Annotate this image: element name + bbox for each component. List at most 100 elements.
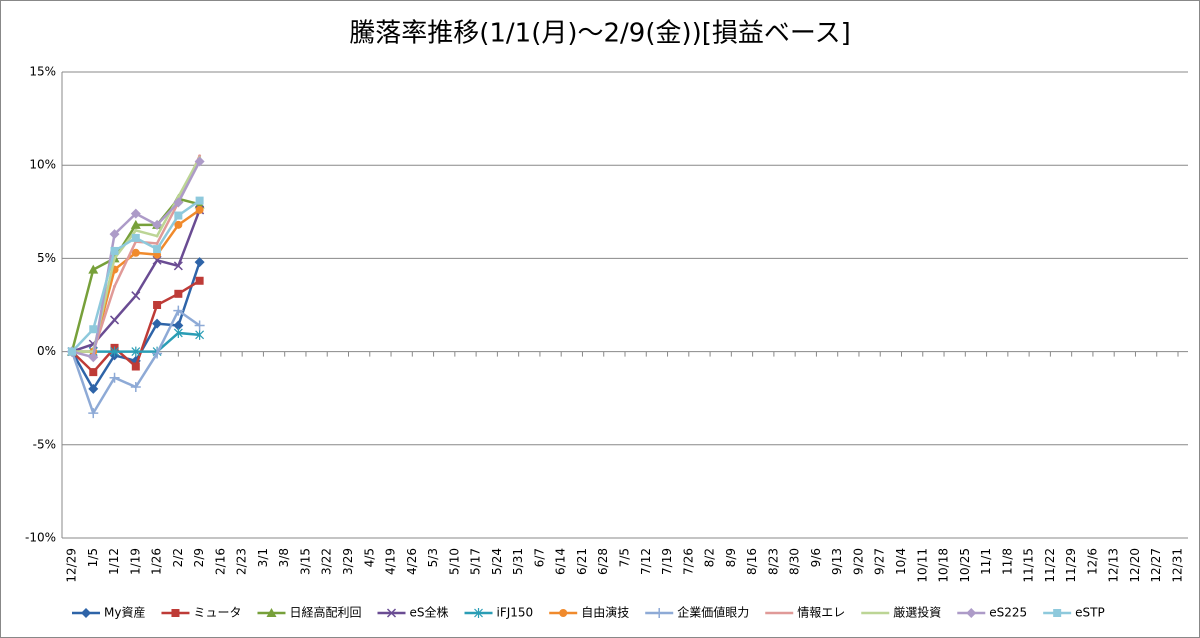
x-tick-label: 5/17 — [469, 548, 483, 575]
legend-item: eS全株 — [377, 605, 449, 620]
legend-label: My資産 — [104, 605, 145, 620]
marker — [194, 320, 205, 331]
marker — [152, 348, 163, 359]
marker — [195, 205, 204, 214]
y-tick-label: -10% — [25, 531, 56, 545]
marker — [88, 383, 99, 394]
legend-label: ミュータ — [193, 606, 241, 620]
point — [113, 284, 117, 288]
x-tick-label: 10/11 — [915, 548, 929, 583]
x-tick-label: 3/8 — [277, 548, 291, 567]
x-tick-label: 5/3 — [426, 548, 440, 567]
x-tick-label: 10/18 — [937, 548, 951, 583]
legend-item: iFJ150 — [464, 606, 534, 620]
x-tick-label: 4/5 — [362, 548, 376, 567]
x-tick-label: 5/31 — [511, 548, 525, 575]
marker — [88, 352, 99, 363]
legend-label: 企業価値眼力 — [677, 605, 749, 620]
marker — [195, 196, 204, 205]
marker — [266, 608, 277, 617]
x-tick-label: 12/29 — [65, 548, 79, 583]
x-tick-label: 10/25 — [958, 548, 972, 583]
legend-label: eS225 — [989, 606, 1027, 620]
x-tick-label: 6/21 — [575, 548, 589, 575]
x-tick-label: 5/10 — [447, 548, 461, 575]
marker — [194, 156, 205, 167]
marker — [152, 219, 163, 230]
x-tick-label: 3/15 — [298, 548, 312, 575]
marker — [174, 220, 183, 229]
point — [155, 241, 159, 245]
marker — [654, 608, 665, 618]
x-tick-label: 8/2 — [703, 548, 717, 567]
chart-title: 騰落率推移(1/1(月)～2/9(金))[損益ベース] — [349, 19, 851, 49]
x-tick-label: 2/16 — [213, 548, 227, 575]
legend-item: 厳選投資 — [861, 605, 941, 620]
x-tick-label: 7/26 — [681, 548, 695, 575]
x-tick-label: 3/22 — [320, 548, 334, 575]
x-tick-label: 2/9 — [192, 548, 206, 567]
marker — [130, 382, 141, 393]
marker — [559, 609, 568, 617]
x-tick-label: 10/4 — [894, 548, 908, 575]
marker — [89, 368, 98, 377]
x-tick-label: 11/1 — [979, 548, 993, 575]
marker — [89, 325, 98, 334]
marker — [131, 248, 140, 257]
x-tick-label: 5/24 — [490, 548, 504, 575]
x-tick-label: 1/5 — [86, 548, 100, 567]
legend-item: eS225 — [957, 606, 1027, 620]
marker — [174, 289, 183, 298]
point — [134, 228, 138, 232]
marker — [81, 608, 91, 618]
x-tick-label: 6/7 — [532, 548, 546, 567]
marker — [109, 372, 120, 383]
legend-item: 企業価値眼力 — [645, 605, 749, 620]
marker — [474, 608, 483, 618]
marker — [131, 362, 140, 371]
x-tick-label: 12/13 — [1107, 548, 1121, 583]
marker — [174, 211, 183, 220]
marker — [173, 327, 183, 338]
marker — [195, 329, 205, 340]
legend-item: eSTP — [1043, 606, 1105, 620]
x-tick-label: 3/29 — [341, 548, 355, 575]
x-tick-label: 11/8 — [1000, 548, 1014, 575]
y-tick-label: 10% — [29, 158, 56, 172]
y-tick-label: 5% — [37, 251, 56, 265]
x-tick-label: 8/16 — [745, 548, 759, 575]
x-tick-label: 9/13 — [830, 548, 844, 575]
point — [176, 195, 180, 199]
legend-item: 自由演技 — [549, 605, 629, 620]
marker — [110, 315, 120, 325]
marker — [130, 208, 141, 219]
marker — [1053, 609, 1062, 617]
x-tick-label: 3/1 — [256, 548, 270, 567]
marker — [109, 229, 120, 240]
legend-item: 日経高配利回 — [257, 605, 362, 620]
x-tick-label: 11/22 — [1043, 548, 1057, 583]
marker — [131, 233, 140, 242]
legend-label: eS全株 — [410, 605, 449, 620]
x-tick-label: 1/19 — [128, 548, 142, 575]
x-tick-label: 9/20 — [851, 548, 865, 575]
marker — [173, 197, 184, 208]
legend-label: eSTP — [1075, 606, 1105, 620]
legend-label: 情報エレ — [797, 606, 845, 620]
x-tick-label: 12/31 — [1171, 548, 1185, 583]
x-tick-label: 2/2 — [171, 548, 185, 567]
marker — [153, 301, 162, 309]
x-tick-label: 8/9 — [724, 548, 738, 567]
legend-label: iFJ150 — [497, 606, 534, 620]
point — [155, 234, 159, 238]
marker — [173, 261, 183, 271]
x-tick-label: 4/19 — [384, 548, 398, 575]
legend-label: 自由演技 — [581, 605, 629, 620]
marker — [173, 305, 184, 316]
marker — [173, 320, 184, 331]
x-tick-label: 7/12 — [639, 548, 653, 575]
legend-label: 日経高配利回 — [289, 605, 361, 620]
marker — [88, 264, 99, 274]
